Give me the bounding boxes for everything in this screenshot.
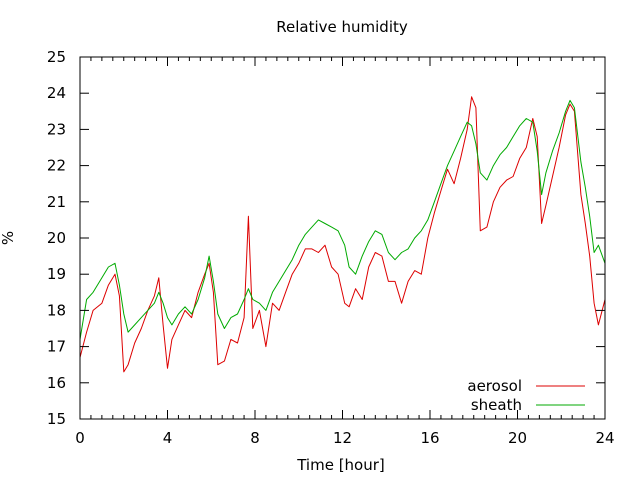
x-axis-label: Time [hour] xyxy=(296,456,385,474)
legend-label-aerosol: aerosol xyxy=(467,377,522,395)
x-tick-label: 12 xyxy=(333,429,352,447)
series-line-aerosol xyxy=(79,96,606,373)
plot-frame xyxy=(79,56,606,420)
x-tick-label: 8 xyxy=(250,429,260,447)
y-tick-label: 23 xyxy=(47,120,66,138)
y-axis-label: % xyxy=(0,231,17,245)
y-tick-label: 19 xyxy=(47,265,66,283)
y-tick-label: 22 xyxy=(47,157,66,175)
y-tick-label: 21 xyxy=(47,193,66,211)
y-tick-label: 17 xyxy=(47,338,66,356)
y-tick-label: 18 xyxy=(47,301,66,319)
axis-layer: 15 16 17 18 19 20 21 22 23 24 25 0 4 8 12 16 20 24 xyxy=(47,48,615,447)
y-tick-label: 25 xyxy=(47,48,66,66)
y-tick-label: 15 xyxy=(47,410,66,428)
x-tick-label: 0 xyxy=(75,429,85,447)
chart-title: Relative humidity xyxy=(276,18,408,36)
y-tick-label: 24 xyxy=(47,84,66,102)
x-tick-label: 4 xyxy=(163,429,173,447)
y-tick-label: 16 xyxy=(47,374,66,392)
x-tick-label: 20 xyxy=(508,429,527,447)
data-layer xyxy=(79,96,606,373)
x-tick-label: 16 xyxy=(420,429,439,447)
legend-label-sheath: sheath xyxy=(471,396,522,414)
x-tick-label: 24 xyxy=(595,429,614,447)
series-line-sheath xyxy=(79,99,606,340)
y-tick-label: 20 xyxy=(47,229,66,247)
